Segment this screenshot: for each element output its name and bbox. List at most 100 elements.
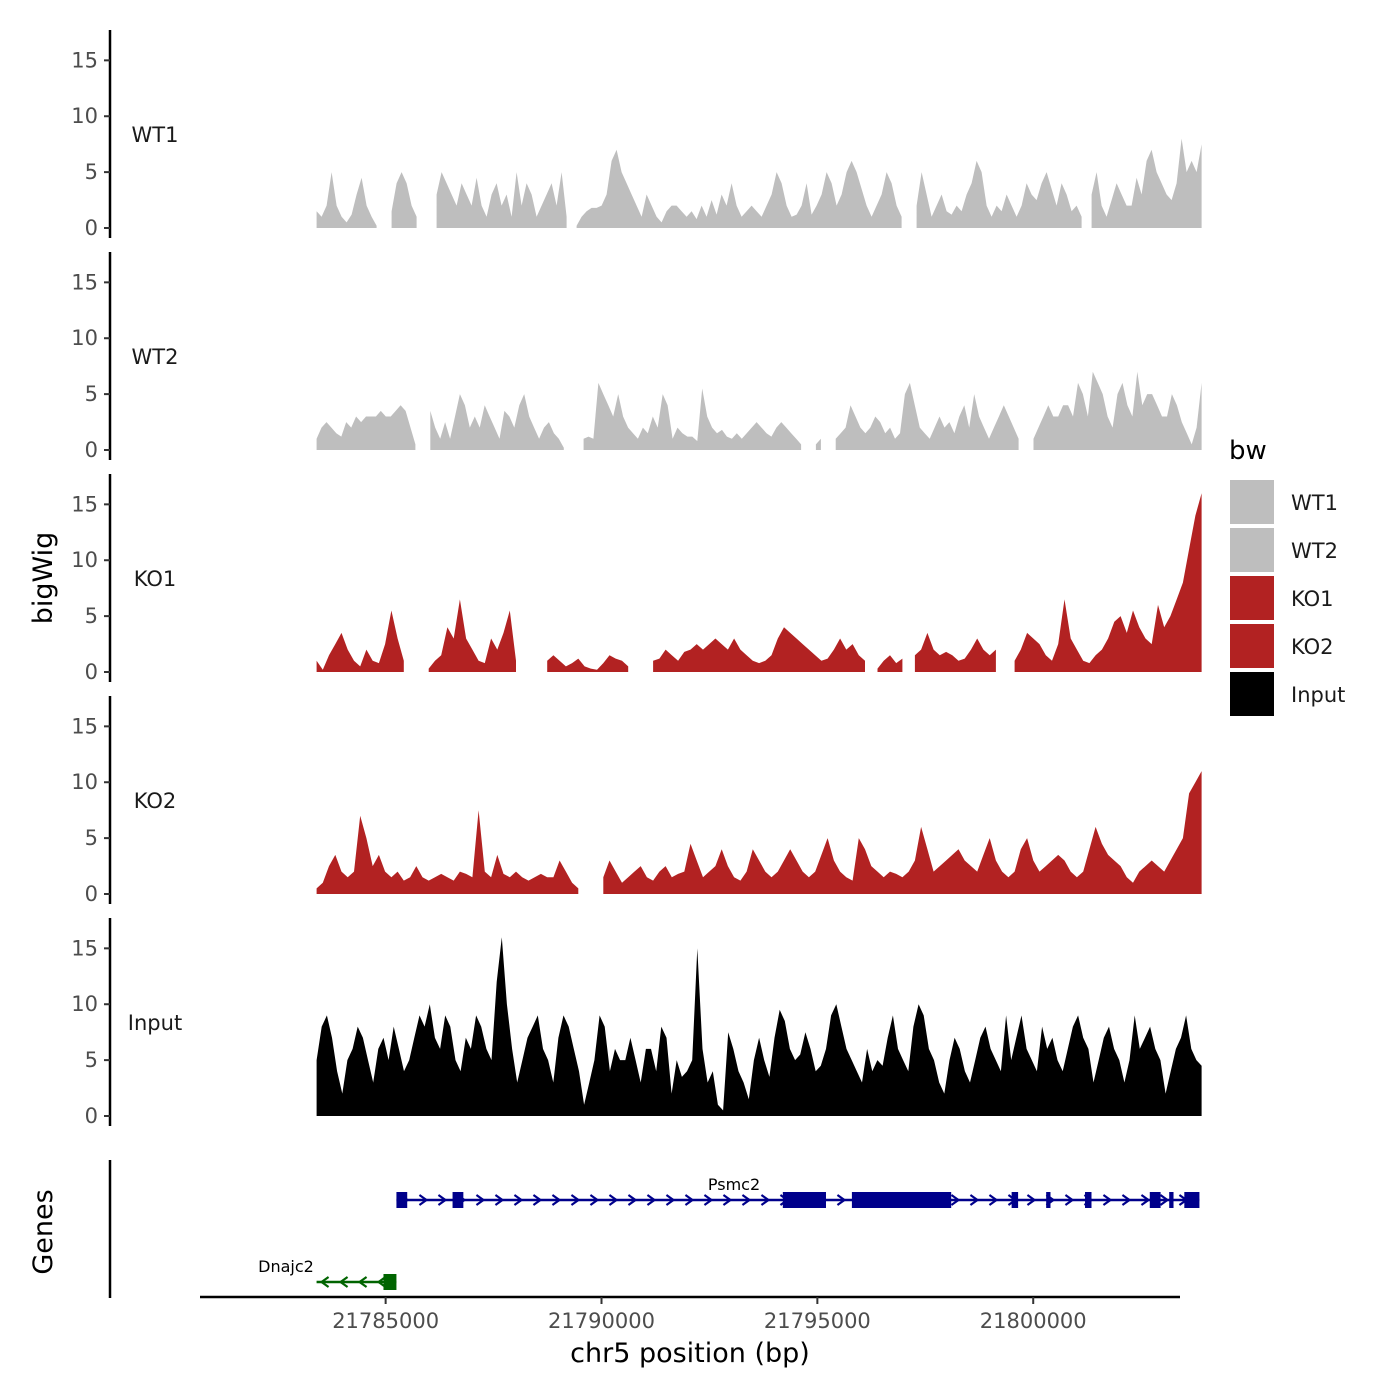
- coverage-area: [914, 632, 996, 672]
- track-wt2: 0 5 10 15 WT2: [71, 252, 1202, 462]
- strand-arrow: [357, 1276, 368, 1288]
- strand-arrow: [570, 1194, 581, 1206]
- y-axis-title: bigWig: [28, 532, 59, 625]
- gene-exon: [452, 1192, 464, 1208]
- strand-arrow: [836, 1194, 847, 1206]
- coverage-area: [428, 599, 516, 672]
- strand-arrow: [1159, 1194, 1170, 1206]
- legend-key-ko1: [1230, 576, 1274, 620]
- coverage-area: [653, 627, 865, 672]
- strand-arrow: [1064, 1194, 1075, 1206]
- track-label: WT2: [132, 345, 179, 369]
- strand-arrow: [1140, 1194, 1151, 1206]
- strand-arrow: [684, 1194, 695, 1206]
- strand-arrow: [646, 1194, 657, 1206]
- legend-key-input: [1230, 672, 1274, 716]
- strand-arrow: [551, 1194, 562, 1206]
- track-label: KO1: [134, 567, 177, 591]
- gene-exon: [1046, 1192, 1051, 1208]
- genes-panel: Psmc2 Dnajc2: [108, 1160, 1200, 1298]
- strand-arrow: [741, 1194, 752, 1206]
- y-tick-label: 15: [71, 936, 98, 960]
- coverage-area: [815, 438, 821, 450]
- legend-label-ko2: KO2: [1291, 635, 1334, 659]
- legend-label-input: Input: [1291, 683, 1345, 707]
- x-axis: 21785000 21790000 21795000 21800000: [200, 1295, 1180, 1333]
- legend-label-wt2: WT2: [1291, 539, 1338, 563]
- strand-arrow: [418, 1194, 429, 1206]
- strand-arrow: [627, 1194, 638, 1206]
- x-axis-title: chr5 position (bp): [570, 1338, 810, 1369]
- legend: bw WT1 WT2 KO1 KO2 Input: [1229, 436, 1345, 716]
- y-tick-label: 15: [71, 48, 98, 72]
- coverage-area: [316, 810, 579, 894]
- y-tick-label: 5: [85, 604, 98, 628]
- gene-exon: [1085, 1192, 1092, 1208]
- coverage-area: [436, 172, 567, 228]
- strand-arrow: [988, 1194, 999, 1206]
- gene-exon: [1184, 1192, 1200, 1208]
- legend-label-wt1: WT1: [1291, 491, 1338, 515]
- strand-arrow: [437, 1194, 448, 1206]
- strand-arrow: [608, 1194, 619, 1206]
- strand-arrow: [513, 1194, 524, 1206]
- legend-key-ko2: [1230, 624, 1274, 668]
- track-wt1: 0 5 10 15 WT1: [71, 30, 1202, 240]
- y-tick-label: 5: [85, 382, 98, 406]
- strand-arrow: [1121, 1194, 1132, 1206]
- track-input: 0 5 10 15 Input: [71, 918, 1202, 1128]
- coverage-area: [1091, 138, 1202, 228]
- track-ko1: 0 5 10 15 KO1: [71, 474, 1202, 684]
- gene-exon: [851, 1192, 952, 1208]
- gene-label: Psmc2: [708, 1175, 760, 1194]
- coverage-area: [576, 149, 902, 228]
- y-tick-label: 10: [71, 770, 98, 794]
- strand-arrow: [703, 1194, 714, 1206]
- strand-arrow: [338, 1276, 349, 1288]
- y-tick-label: 5: [85, 1048, 98, 1072]
- strand-arrow: [319, 1276, 330, 1288]
- coverage-area: [430, 394, 564, 450]
- genes-axis-title: Genes: [28, 1189, 59, 1274]
- y-tick-label: 0: [85, 438, 98, 462]
- legend-title: bw: [1229, 436, 1267, 466]
- bigwig-tracks: 0 5 10 15 WT1 0 5 10 15 WT2 0 5 10 15 KO1 0 5 10 15 KO2 0 5 10…: [71, 30, 1202, 1128]
- y-tick-label: 5: [85, 826, 98, 850]
- strand-arrow: [722, 1194, 733, 1206]
- x-tick-label: 21795000: [764, 1309, 871, 1333]
- strand-arrow: [950, 1194, 961, 1206]
- x-tick-label: 21790000: [548, 1309, 655, 1333]
- gene-psmc2: Psmc2: [396, 1175, 1200, 1208]
- gene-exon: [1149, 1192, 1161, 1208]
- coverage-area: [916, 160, 1082, 228]
- coverage-area: [316, 937, 1202, 1116]
- coverage-area: [877, 655, 903, 672]
- coverage-area: [316, 610, 404, 672]
- coverage-area: [603, 771, 1202, 894]
- y-tick-label: 10: [71, 104, 98, 128]
- gene-dnajc2: Dnajc2: [258, 1257, 397, 1290]
- coverage-area: [583, 382, 802, 450]
- legend-key-wt1: [1230, 480, 1274, 524]
- x-tick-label: 21800000: [980, 1309, 1087, 1333]
- coverage-area: [1033, 371, 1202, 450]
- y-tick-label: 0: [85, 216, 98, 240]
- coverage-area: [316, 405, 416, 450]
- legend-label-ko1: KO1: [1291, 587, 1334, 611]
- y-tick-label: 10: [71, 548, 98, 572]
- gene-exon: [782, 1192, 826, 1208]
- y-tick-label: 0: [85, 1104, 98, 1128]
- strand-arrow: [1102, 1194, 1113, 1206]
- coverage-area: [547, 655, 629, 672]
- gene-exon: [383, 1274, 397, 1290]
- strand-arrow: [589, 1194, 600, 1206]
- strand-arrow: [969, 1194, 980, 1206]
- strand-arrow: [532, 1194, 543, 1206]
- x-tick-label: 21785000: [332, 1309, 439, 1333]
- track-label: KO2: [134, 789, 177, 813]
- y-tick-label: 0: [85, 660, 98, 684]
- gene-exon: [1011, 1192, 1019, 1208]
- gene-exon: [1169, 1192, 1174, 1208]
- coverage-area: [1014, 493, 1202, 672]
